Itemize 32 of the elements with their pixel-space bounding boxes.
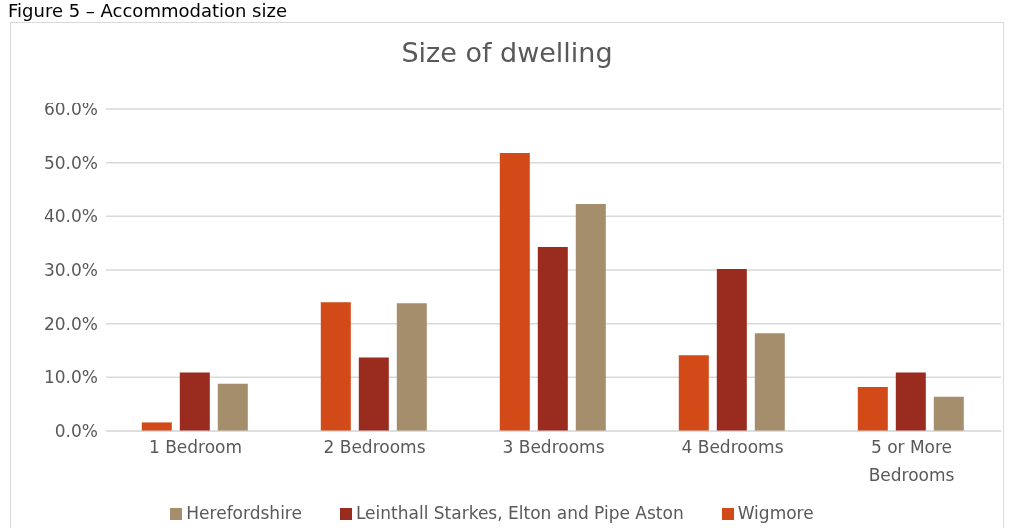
bar (358, 357, 389, 431)
x-tick-label: 2 Bedrooms (323, 437, 426, 457)
bar (396, 303, 427, 431)
bar (857, 386, 888, 431)
chart-title: Size of dwelling (400, 37, 614, 68)
x-tick-label: 5 or More Bedrooms (868, 437, 955, 485)
bar (320, 302, 351, 431)
bar (141, 422, 172, 431)
bar (179, 372, 210, 431)
x-tick-label: 3 Bedrooms (502, 437, 605, 457)
y-tick-label: 0.0% (54, 421, 98, 442)
bar (716, 268, 747, 431)
caption: Figure 5 – Accommodation size (8, 0, 288, 21)
bar (499, 153, 530, 431)
legend-label: Wigmore (737, 503, 814, 523)
y-tick-label: 60.0% (43, 99, 98, 120)
bar (678, 355, 709, 431)
bar (217, 383, 248, 431)
x-tick-label: 1 Bedroom (148, 437, 243, 457)
x-tick-label: 4 Bedrooms (681, 437, 784, 457)
bar (575, 203, 606, 431)
bar (895, 372, 926, 431)
y-tick-label: 50.0% (43, 152, 98, 173)
bar (933, 396, 964, 431)
y-tick-label: 40.0% (43, 206, 98, 227)
legend-label: Herefordshire (186, 503, 302, 523)
legend-label: Leinthall Starkes, Elton and Pipe Aston (355, 503, 684, 523)
y-tick-label: 20.0% (43, 313, 98, 334)
bar (754, 333, 785, 431)
bar (537, 246, 568, 431)
y-tick-label: 10.0% (43, 367, 98, 388)
y-tick-label: 30.0% (43, 260, 98, 281)
